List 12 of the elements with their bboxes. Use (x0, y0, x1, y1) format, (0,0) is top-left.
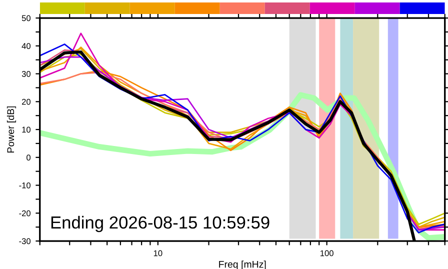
annotation: Ending 2026-08-15 10:59:59 (51, 216, 270, 232)
y-tick-label: -20 (19, 210, 31, 216)
y-tick-label: 20 (22, 98, 31, 105)
y-tick-label: 40 (22, 43, 31, 49)
y-axis-title: Power [dB] (6, 106, 16, 152)
y-tick-label: 30 (22, 70, 31, 77)
y-tick-label: -10 (19, 182, 31, 188)
y-tick-label: 50 (22, 15, 31, 22)
y-tick-label: 0 (26, 154, 31, 160)
x-tick-label: 100 (320, 250, 334, 256)
y-tick-label: 10 (22, 126, 31, 133)
y-tick-label: -30 (19, 238, 31, 244)
